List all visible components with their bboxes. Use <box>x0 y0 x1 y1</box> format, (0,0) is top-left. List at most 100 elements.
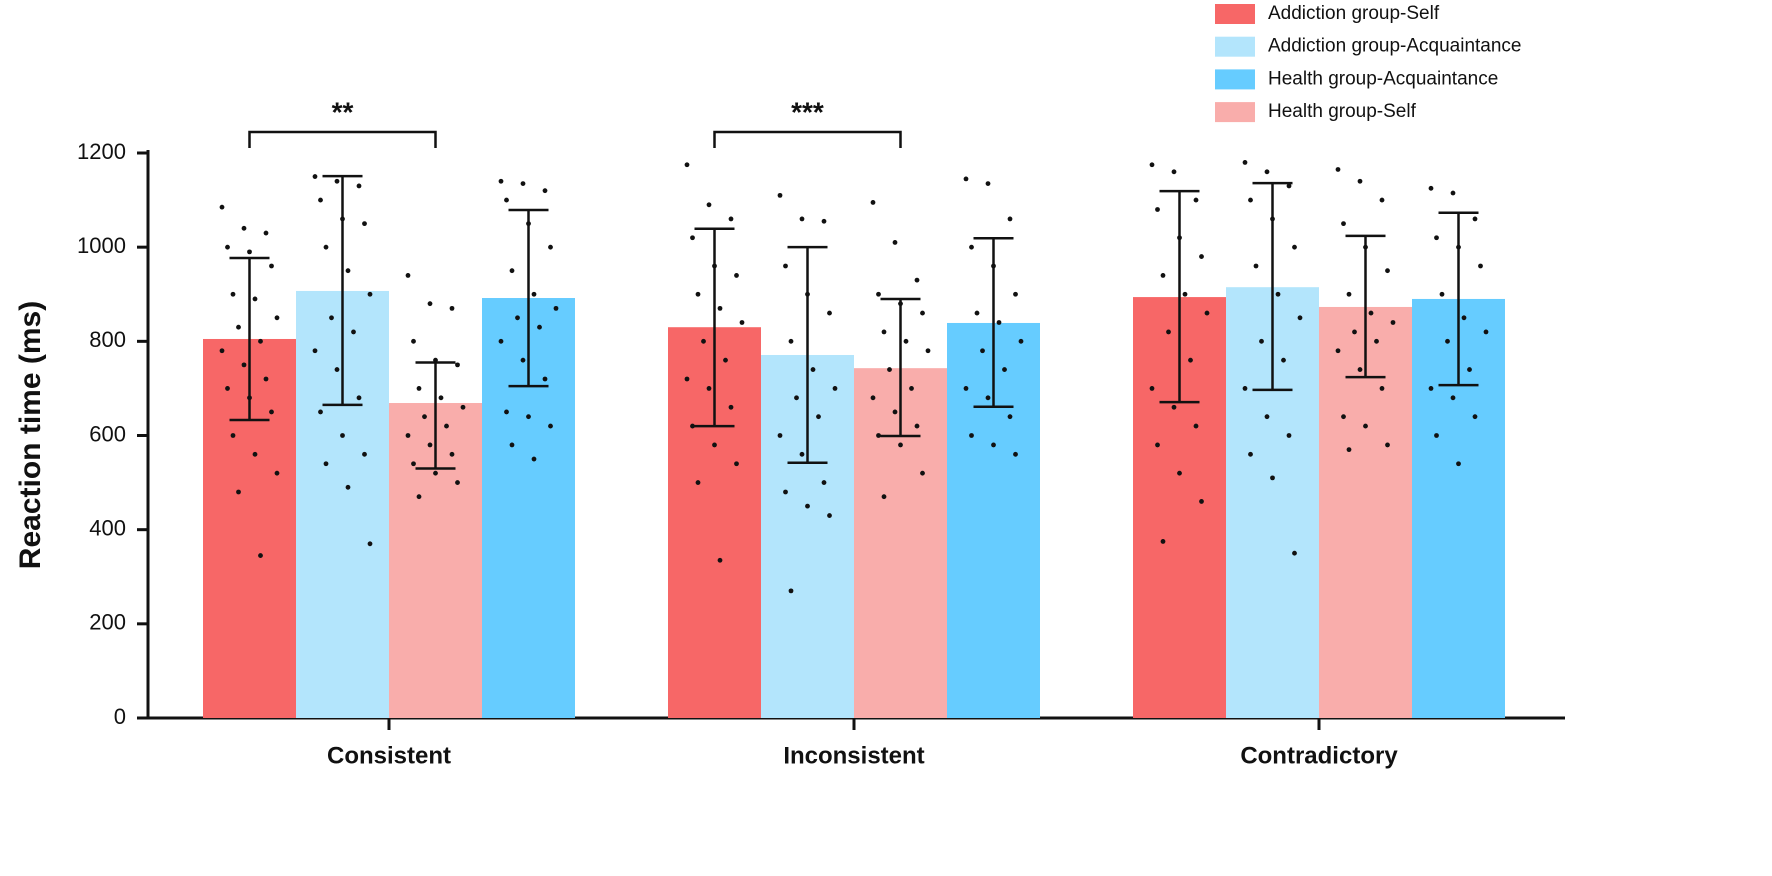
data-point <box>1171 169 1177 175</box>
data-point <box>230 291 236 297</box>
legend-swatch <box>1215 102 1255 123</box>
data-point <box>991 442 996 448</box>
data-point <box>887 367 892 372</box>
data-point <box>1472 414 1478 420</box>
data-point <box>1379 386 1385 391</box>
data-point <box>411 338 416 344</box>
data-point <box>1007 216 1013 222</box>
x-tick-label: Inconsistent <box>783 742 924 769</box>
data-point <box>739 320 745 325</box>
data-point <box>263 376 269 382</box>
data-point <box>914 277 920 283</box>
data-point <box>1248 197 1253 203</box>
data-point <box>728 216 734 222</box>
data-point <box>969 433 974 438</box>
data-point <box>236 489 241 495</box>
data-point <box>717 305 723 311</box>
y-tick-label: 600 <box>89 421 126 446</box>
data-point <box>1155 207 1160 212</box>
data-point <box>1346 447 1352 453</box>
data-point <box>504 197 509 203</box>
data-point <box>252 451 258 457</box>
data-point <box>455 362 460 368</box>
data-point <box>788 588 794 594</box>
significance-label: ** <box>332 96 354 127</box>
data-point <box>1297 315 1303 321</box>
data-point <box>1248 451 1253 457</box>
data-point <box>821 480 827 485</box>
y-tick-label: 1200 <box>77 139 126 164</box>
data-point <box>460 404 466 410</box>
data-point <box>799 216 805 222</box>
data-point <box>498 178 504 184</box>
data-point <box>881 329 887 335</box>
data-point <box>1166 329 1171 335</box>
data-point <box>870 395 876 401</box>
data-point <box>783 263 788 269</box>
significance-bracket <box>248 130 437 148</box>
x-tick-label: Contradictory <box>1240 742 1398 769</box>
legend-swatch <box>1215 36 1255 57</box>
y-tick-label: 200 <box>89 610 126 635</box>
data-point <box>312 348 318 354</box>
data-point <box>323 244 329 250</box>
data-point <box>832 386 838 391</box>
data-point <box>274 315 280 321</box>
data-point <box>258 553 263 558</box>
data-point <box>881 494 887 500</box>
data-point <box>903 338 909 344</box>
data-point <box>269 409 274 415</box>
data-point <box>1204 310 1210 316</box>
data-point <box>1018 338 1024 344</box>
data-point <box>318 409 323 415</box>
data-point <box>799 451 805 457</box>
data-point <box>1264 414 1270 420</box>
data-point <box>892 240 898 245</box>
data-point <box>1155 442 1160 448</box>
data-point <box>274 470 280 476</box>
data-point <box>1450 395 1456 401</box>
data-point <box>416 494 422 500</box>
data-point <box>1335 348 1341 354</box>
data-point <box>706 386 712 391</box>
data-point <box>367 291 373 297</box>
data-point <box>1374 338 1379 344</box>
data-point <box>816 414 821 420</box>
data-point <box>1341 414 1346 420</box>
data-point <box>1275 291 1281 297</box>
data-point <box>334 178 340 184</box>
data-point <box>219 204 225 210</box>
data-point <box>438 395 444 401</box>
data-point <box>405 273 411 278</box>
data-point <box>362 451 367 457</box>
data-point <box>427 301 433 307</box>
data-point <box>876 291 881 297</box>
x-tick-label: Consistent <box>327 742 451 769</box>
data-point <box>980 348 985 354</box>
data-point <box>684 162 690 168</box>
data-point <box>1193 423 1199 429</box>
data-point <box>920 470 925 476</box>
data-point <box>334 367 340 372</box>
data-point <box>241 362 247 368</box>
data-point <box>777 433 783 438</box>
data-point <box>427 442 433 448</box>
data-point <box>444 423 449 429</box>
data-point <box>969 244 974 250</box>
data-point <box>219 348 225 354</box>
data-point <box>734 461 739 467</box>
data-point <box>870 200 876 205</box>
data-point <box>1286 433 1292 438</box>
data-point <box>247 249 252 255</box>
data-point <box>520 357 526 363</box>
data-point <box>925 348 931 354</box>
data-point <box>728 404 734 410</box>
data-point <box>1439 291 1445 297</box>
data-point <box>258 338 263 344</box>
data-point <box>263 230 269 236</box>
data-point <box>892 409 898 415</box>
data-point <box>963 176 969 182</box>
data-point <box>340 433 345 438</box>
data-point <box>449 305 455 311</box>
data-point <box>318 197 323 203</box>
